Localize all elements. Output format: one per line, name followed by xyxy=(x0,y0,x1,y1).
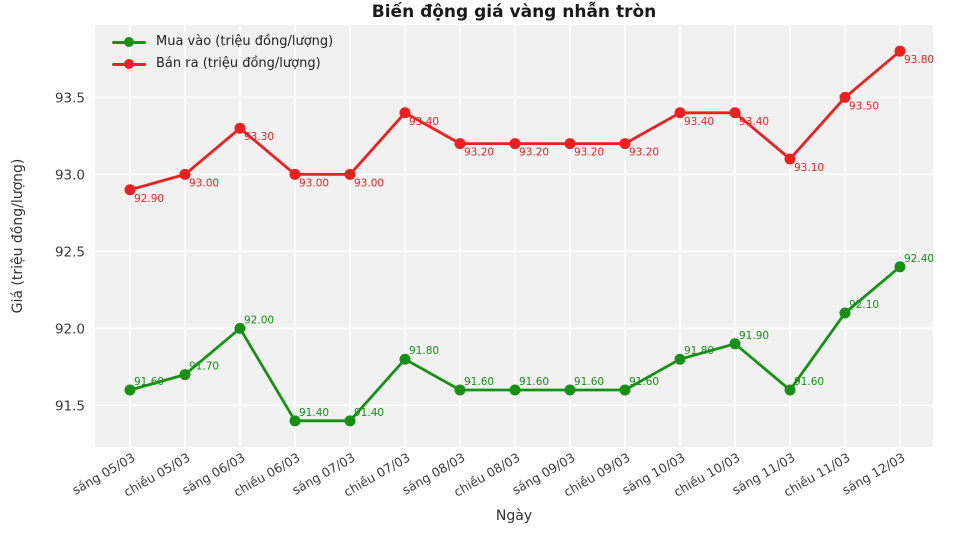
legend-swatch-red xyxy=(112,58,146,70)
data-point-marker xyxy=(454,384,466,396)
data-point-label: 93.00 xyxy=(189,177,219,189)
data-point-label: 93.50 xyxy=(849,100,879,112)
data-point-marker xyxy=(509,384,521,396)
legend: Mua vào (triệu đồng/lượng) Bán ra (triệu… xyxy=(112,34,333,71)
x-axis-title: Ngày xyxy=(495,508,533,524)
data-point-label: 91.60 xyxy=(464,376,494,388)
data-point-label: 92.90 xyxy=(134,193,164,205)
data-point-marker xyxy=(674,107,686,119)
data-point-marker xyxy=(894,45,906,57)
data-point-marker xyxy=(234,322,246,334)
plot-background xyxy=(95,25,933,447)
chart-title: Biến động giá vàng nhẫn tròn xyxy=(371,2,657,22)
y-axis-title: Giá (triệu đồng/lượng) xyxy=(10,158,26,314)
y-tick-label: 91.5 xyxy=(55,398,85,414)
data-point-marker xyxy=(619,138,631,150)
data-point-marker xyxy=(454,138,466,150)
data-point-marker xyxy=(839,91,851,103)
data-point-label: 93.10 xyxy=(794,162,824,174)
data-point-marker xyxy=(619,384,631,396)
y-tick-label: 93.0 xyxy=(55,167,85,183)
y-tick-label: 93.5 xyxy=(55,90,85,106)
data-point-label: 93.30 xyxy=(244,131,274,143)
data-point-marker xyxy=(399,353,411,365)
data-point-label: 93.40 xyxy=(739,116,769,128)
data-point-label: 93.20 xyxy=(574,147,604,159)
data-point-label: 92.10 xyxy=(849,299,879,311)
data-point-label: 91.90 xyxy=(739,330,769,342)
data-point-marker xyxy=(564,384,576,396)
data-point-marker xyxy=(179,369,191,381)
data-point-label: 91.80 xyxy=(684,345,714,357)
data-point-label: 93.00 xyxy=(354,177,384,189)
data-point-marker xyxy=(839,307,851,319)
data-point-marker xyxy=(784,384,796,396)
legend-item-mua-vao: Mua vào (triệu đồng/lượng) xyxy=(112,34,333,49)
y-tick-label: 92.5 xyxy=(55,244,85,260)
data-point-label: 91.60 xyxy=(629,376,659,388)
y-tick-label: 92.0 xyxy=(55,321,85,337)
data-point-marker xyxy=(344,415,356,427)
data-point-marker xyxy=(124,184,136,196)
data-point-marker xyxy=(509,138,521,150)
data-point-marker xyxy=(784,153,796,165)
data-point-label: 91.60 xyxy=(794,376,824,388)
data-point-label: 93.20 xyxy=(629,147,659,159)
legend-label: Bán ra (triệu đồng/lượng) xyxy=(156,56,321,71)
legend-dot-icon xyxy=(124,58,134,69)
data-point-marker xyxy=(399,107,411,119)
x-tick-label: sáng 12/03 xyxy=(839,450,907,498)
data-point-label: 91.80 xyxy=(409,345,439,357)
data-point-label: 92.00 xyxy=(244,314,274,326)
data-point-marker xyxy=(729,107,741,119)
data-point-marker xyxy=(729,338,741,350)
data-point-marker xyxy=(674,353,686,365)
data-point-marker xyxy=(179,168,191,180)
data-point-label: 91.70 xyxy=(189,361,219,373)
data-point-label: 91.40 xyxy=(299,407,329,419)
legend-swatch-green xyxy=(112,36,146,48)
data-point-label: 93.00 xyxy=(299,177,329,189)
data-point-label: 93.40 xyxy=(684,116,714,128)
data-point-label: 91.60 xyxy=(574,376,604,388)
data-point-label: 93.20 xyxy=(519,147,549,159)
data-point-label: 93.80 xyxy=(904,54,934,66)
data-point-marker xyxy=(124,384,136,396)
legend-item-ban-ra: Bán ra (triệu đồng/lượng) xyxy=(112,56,333,71)
data-point-label: 93.40 xyxy=(409,116,439,128)
data-point-marker xyxy=(344,168,356,180)
data-point-label: 91.60 xyxy=(134,376,164,388)
data-point-label: 93.20 xyxy=(464,147,494,159)
data-point-marker xyxy=(234,122,246,134)
data-point-label: 92.40 xyxy=(904,253,934,265)
legend-dot-icon xyxy=(124,36,134,47)
data-point-marker xyxy=(894,261,906,273)
data-point-marker xyxy=(289,168,301,180)
data-point-marker xyxy=(289,415,301,427)
legend-label: Mua vào (triệu đồng/lượng) xyxy=(156,34,334,49)
data-point-label: 91.40 xyxy=(354,407,384,419)
data-point-marker xyxy=(564,138,576,150)
data-point-label: 91.60 xyxy=(519,376,549,388)
